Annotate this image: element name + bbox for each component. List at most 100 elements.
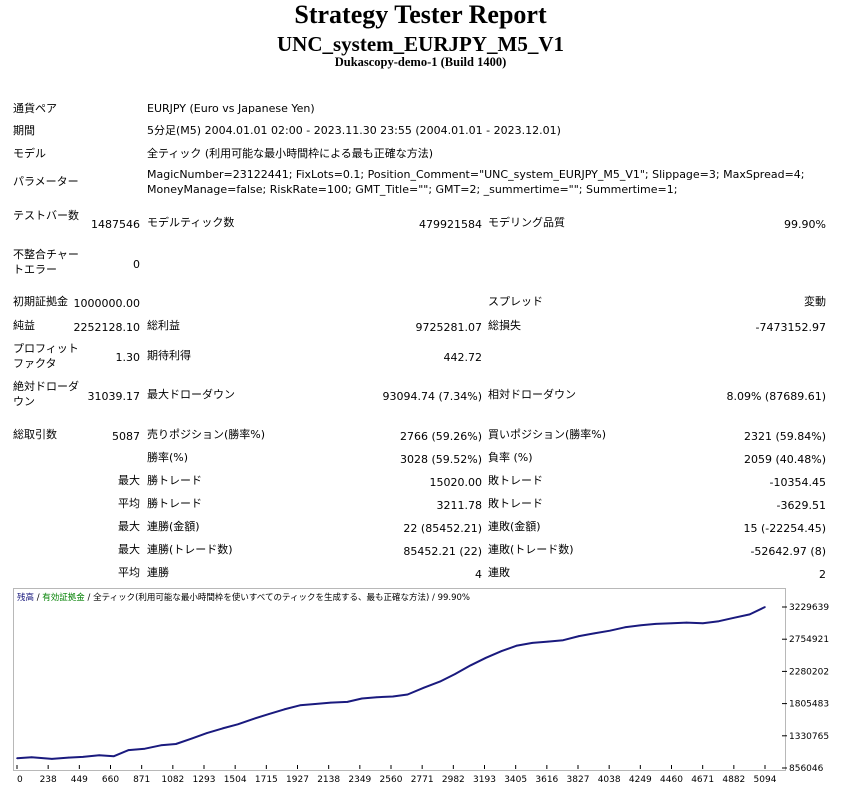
balance-point bbox=[16, 757, 18, 759]
strategy-name: UNC_system_EURJPY_M5_V1 bbox=[277, 32, 564, 56]
legend-quality: 99.90% bbox=[437, 593, 470, 603]
symbol-value: EURJPY (Euro vs Japanese Yen) bbox=[147, 102, 315, 115]
gross-loss-value: -7473152.97 bbox=[755, 321, 826, 334]
mismatch-label: 不整合チャートエラー bbox=[13, 248, 79, 276]
balance-point bbox=[113, 755, 115, 757]
average-loss-value: -3629.51 bbox=[776, 499, 826, 512]
balance-point bbox=[299, 704, 301, 707]
balance-point bbox=[314, 703, 316, 705]
largest-row-label: 最大 bbox=[118, 474, 140, 487]
x-tick-label: 2560 bbox=[380, 775, 403, 785]
average-consecutive-losses-label: 連敗 bbox=[488, 566, 510, 579]
x-tick-label: 238 bbox=[40, 775, 57, 785]
total-trades-value: 5087 bbox=[112, 430, 140, 443]
balance-point bbox=[160, 744, 162, 747]
x-tick-label: 4882 bbox=[722, 775, 745, 785]
y-tick-label: 856046 bbox=[789, 764, 824, 774]
balance-point bbox=[361, 697, 363, 700]
x-tick-label: 4671 bbox=[691, 775, 714, 785]
balance-point bbox=[206, 732, 208, 734]
report-title: Strategy Tester Report bbox=[294, 0, 547, 29]
gross-profit-label: 総利益 bbox=[147, 319, 180, 332]
balance-point bbox=[764, 606, 766, 608]
average-loss-label: 敗トレード bbox=[488, 497, 543, 510]
balance-point bbox=[454, 673, 456, 675]
balance-point bbox=[330, 701, 332, 704]
balance-point bbox=[562, 639, 564, 641]
x-tick-label: 1082 bbox=[161, 775, 184, 785]
x-tick-label: 871 bbox=[133, 775, 150, 785]
average-profit-label: 勝トレード bbox=[147, 497, 202, 510]
loss-trades-value: 2059 (40.48%) bbox=[743, 453, 826, 466]
balance-point bbox=[485, 657, 487, 659]
symbol-label: 通貨ペア bbox=[13, 102, 57, 115]
absolute-drawdown-label: 絶対ドローダウン bbox=[13, 380, 79, 408]
balance-point bbox=[51, 758, 53, 760]
largest-loss-value: -10354.45 bbox=[769, 476, 826, 489]
expected-payoff-label: 期待利得 bbox=[147, 349, 191, 362]
expected-payoff-value: 442.72 bbox=[443, 351, 483, 364]
chart-legend: 残高 / 有効証拠金 / 全ティック(利用可能な最小時間枠を使いすべてのティック… bbox=[17, 592, 470, 604]
max-consecutive-losses-value: 15 (-22254.45) bbox=[743, 522, 826, 535]
period-label: 期間 bbox=[13, 124, 35, 137]
maximal-drawdown-value: 93094.74 (7.34%) bbox=[382, 390, 482, 403]
x-tick-label: 2349 bbox=[348, 775, 371, 785]
x-tick-label: 0 bbox=[17, 775, 23, 785]
x-tick-label: 660 bbox=[102, 775, 119, 785]
model-label: モデル bbox=[13, 147, 46, 160]
balance-point bbox=[190, 737, 193, 740]
balance-point bbox=[624, 626, 626, 629]
balance-point bbox=[718, 620, 720, 622]
x-tick-label: 4249 bbox=[629, 775, 652, 785]
balance-point bbox=[252, 718, 255, 720]
x-tick-label: 2982 bbox=[442, 775, 465, 785]
profit-trades-label: 勝率(%) bbox=[147, 451, 189, 464]
average-consecutive-row-label: 平均 bbox=[118, 566, 140, 579]
balance-point bbox=[283, 708, 286, 711]
balance-point bbox=[516, 644, 518, 647]
deposit-label: 初期証拠金 bbox=[13, 295, 68, 308]
x-tick-label: 1504 bbox=[224, 775, 247, 785]
profit-factor-label: プロフィットファクタ bbox=[13, 342, 79, 370]
balance-point bbox=[376, 696, 378, 698]
largest-loss-label: 敗トレード bbox=[488, 474, 543, 487]
average-profit-value: 3211.78 bbox=[436, 499, 483, 512]
loss-trades-label: 負率 (%) bbox=[488, 451, 533, 464]
quality-value: 99.90% bbox=[784, 218, 826, 231]
balance-point bbox=[702, 622, 704, 625]
profit-factor-value: 1.30 bbox=[115, 351, 141, 364]
x-tick-label: 449 bbox=[71, 775, 88, 785]
net-profit-label: 純益 bbox=[13, 319, 35, 332]
x-tick-label: 1715 bbox=[255, 775, 278, 785]
largest-profit-value: 15020.00 bbox=[429, 476, 483, 489]
net-profit-value: 2252128.10 bbox=[73, 321, 140, 334]
balance-point bbox=[98, 754, 100, 756]
gross-profit-value: 9725281.07 bbox=[415, 321, 482, 334]
max-consecutive-losses-label: 連敗(金額) bbox=[488, 520, 541, 533]
balance-point bbox=[609, 629, 611, 632]
x-tick-label: 2771 bbox=[411, 775, 434, 785]
y-tick-label: 1330765 bbox=[789, 732, 829, 742]
x-tick-label: 4038 bbox=[598, 775, 621, 785]
balance-point bbox=[531, 642, 534, 644]
balance-point bbox=[547, 640, 549, 643]
balance-point bbox=[655, 623, 657, 625]
legend-separator: / bbox=[34, 593, 43, 603]
balance-point bbox=[67, 756, 70, 759]
balance-point bbox=[500, 650, 503, 652]
y-tick-label: 2754921 bbox=[789, 635, 829, 645]
max-consecutive-profit-value: 85452.21 (22) bbox=[403, 545, 482, 558]
x-tick-label: 5094 bbox=[754, 775, 777, 785]
spread-label: スプレッド bbox=[488, 295, 543, 308]
balance-point bbox=[593, 632, 595, 635]
profit-trades-value: 3028 (59.52%) bbox=[399, 453, 482, 466]
average-row-label: 平均 bbox=[118, 497, 140, 510]
balance-point bbox=[268, 713, 270, 715]
balance-point bbox=[392, 695, 394, 698]
x-tick-label: 1927 bbox=[286, 775, 309, 785]
largest-profit-label: 勝トレード bbox=[147, 474, 202, 487]
x-tick-label: 2138 bbox=[317, 775, 340, 785]
balance-point bbox=[221, 727, 224, 730]
max-consecutive-row-label: 最大 bbox=[118, 520, 140, 533]
